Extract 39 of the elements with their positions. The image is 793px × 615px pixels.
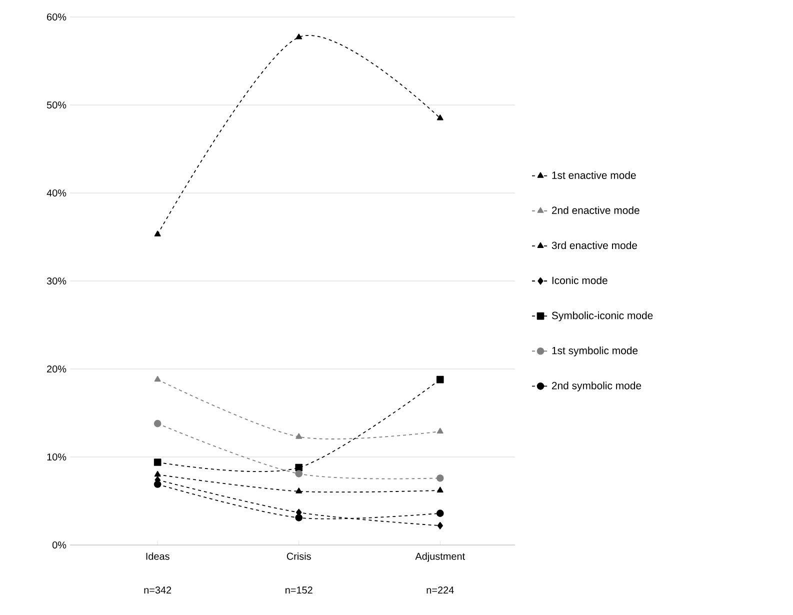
point [436,114,444,120]
point [436,428,444,434]
legend-label: 1st enactive mode [552,171,636,179]
point [296,433,302,439]
point [296,488,302,494]
point [154,420,162,428]
x-tick-label: Adjustment [415,552,465,562]
x-tick-label: Ideas [146,552,170,560]
legend-label: 1st symbolic mode [552,346,638,356]
y-tick-label: 0% [52,541,66,549]
y-tick-label: 40% [46,189,66,197]
point [436,486,444,492]
y-tick-label: 50% [46,101,66,109]
point [436,510,444,517]
text: n=152 [286,586,312,594]
legend-label: Iconic mode [552,276,608,284]
y-tick-label: 60% [47,13,66,21]
point [154,230,161,236]
point [154,458,162,466]
y-tick-label: 10% [47,453,66,461]
legend-label: 3rd enactive mode [552,241,638,250]
y-tick-label: 20% [47,365,66,373]
point [295,470,303,478]
legend-label: 2nd enactive mode [552,206,640,214]
point [296,34,302,40]
point [154,470,161,477]
text: n=342 [144,586,172,594]
point [154,480,162,488]
point [154,376,161,382]
legend-label: Symbolic-iconic mode [552,312,653,322]
text: n=224 [426,586,454,594]
point [437,522,443,530]
y-tick-label: 30% [46,277,66,285]
point [436,474,444,482]
legend-label: 2nd symbolic mode [552,382,642,392]
point [295,464,303,472]
x-tick-label: Crisis [286,552,311,560]
point [295,514,303,522]
point [436,376,444,384]
